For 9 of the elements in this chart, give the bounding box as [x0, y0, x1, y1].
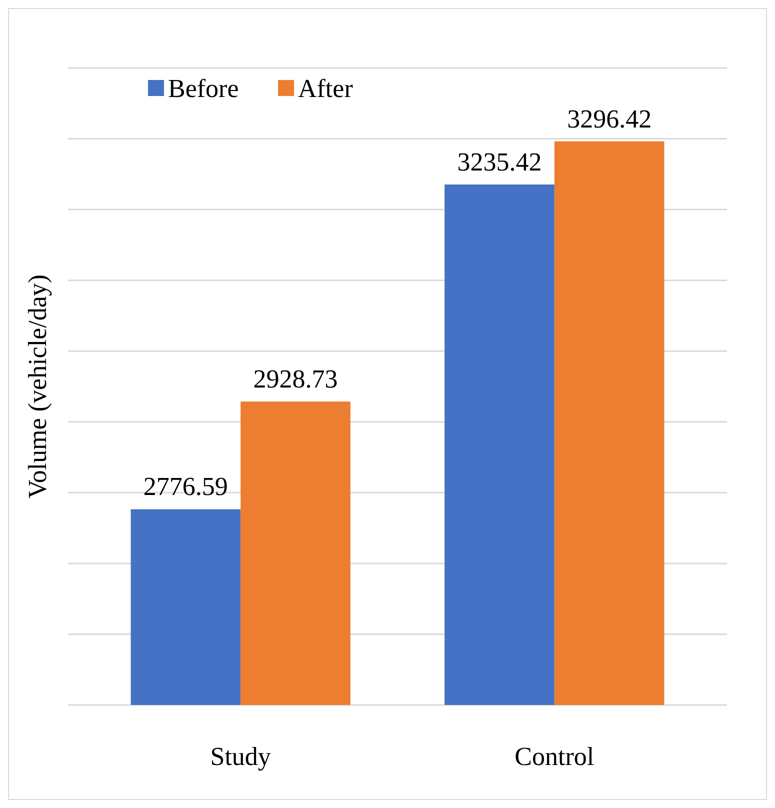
x-tick-label: Study — [210, 742, 271, 771]
y-axis-title: Volume (vehicle/day) — [23, 274, 52, 499]
data-label: 3235.42 — [457, 147, 542, 176]
data-label: 2776.59 — [143, 472, 228, 502]
x-tick-label: Control — [514, 742, 594, 771]
legend-label: Before — [168, 74, 239, 104]
legend-label: After — [298, 74, 354, 104]
data-label: 2928.73 — [253, 364, 338, 394]
data-label: 3296.42 — [567, 104, 652, 134]
